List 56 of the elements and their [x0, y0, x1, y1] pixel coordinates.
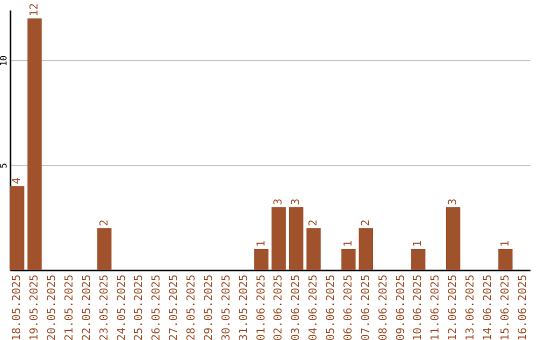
data-label: 1	[411, 240, 424, 248]
x-tick-label: 23.05.2025	[97, 274, 110, 340]
x-tick-label: 26.05.2025	[150, 274, 163, 340]
y-tick-label: 10	[0, 55, 10, 66]
x-tick-label: 09.06.2025	[394, 274, 407, 340]
data-label: 1	[341, 240, 354, 248]
x-tick-label: 10.06.2025	[411, 274, 424, 340]
x-tick-label: 21.05.2025	[62, 274, 76, 340]
data-label: 2	[97, 219, 110, 226]
x-tick-label: 31.05.2025	[236, 274, 250, 340]
x-tick-label: 02.06.2025	[272, 274, 285, 340]
x-tick-label: 13.06.2025	[464, 274, 477, 340]
bar	[446, 207, 460, 270]
data-label: 3	[446, 198, 460, 206]
bar	[341, 249, 356, 270]
data-label: 1	[498, 240, 512, 248]
bar	[358, 228, 374, 270]
x-tick-label: 03.06.2025	[289, 274, 302, 340]
x-tick-label: 11.06.2025	[428, 274, 442, 340]
data-label: 4	[10, 177, 24, 184]
x-tick-label: 18.05.2025	[10, 274, 24, 340]
bar	[272, 207, 286, 270]
x-tick-label: 14.06.2025	[480, 274, 494, 340]
bar	[498, 249, 513, 270]
x-tick-label: 07.06.2025	[358, 274, 372, 340]
y-tick-label: 5	[0, 162, 10, 168]
x-tick-label: 22.05.2025	[80, 274, 93, 340]
x-tick-label: 19.05.2025	[28, 274, 41, 340]
x-tick-label: 24.05.2025	[114, 274, 128, 340]
bar	[306, 228, 321, 270]
x-tick-label: 05.06.2025	[324, 274, 338, 340]
x-tick-label: 25.05.2025	[132, 274, 146, 340]
bar	[27, 18, 42, 270]
data-label: 2	[358, 219, 372, 226]
x-tick-label: 06.06.2025	[341, 274, 354, 340]
data-label: 2	[306, 219, 320, 226]
data-label: 3	[289, 198, 302, 206]
x-tick-label: 27.05.2025	[167, 274, 180, 340]
x-tick-label: 04.06.2025	[306, 274, 320, 340]
bar	[97, 228, 112, 270]
data-label: 1	[254, 240, 268, 248]
data-label: 12	[28, 3, 41, 16]
bar	[254, 249, 268, 270]
bar	[411, 249, 426, 270]
x-tick-label: 08.06.2025	[376, 274, 390, 340]
x-tick-label: 15.06.2025	[498, 274, 512, 340]
bar	[10, 186, 24, 270]
x-tick-label: 28.05.2025	[184, 274, 198, 340]
x-tick-label: 30.05.2025	[219, 274, 232, 340]
bar	[289, 207, 304, 270]
x-tick-label: 20.05.2025	[45, 274, 58, 340]
x-tick-label: 12.06.2025	[446, 274, 460, 340]
x-tick-label: 16.06.2025	[516, 274, 529, 340]
x-tick-label: 29.05.2025	[202, 274, 215, 340]
x-tick-label: 01.06.2025	[254, 274, 268, 340]
data-label: 3	[272, 198, 285, 206]
